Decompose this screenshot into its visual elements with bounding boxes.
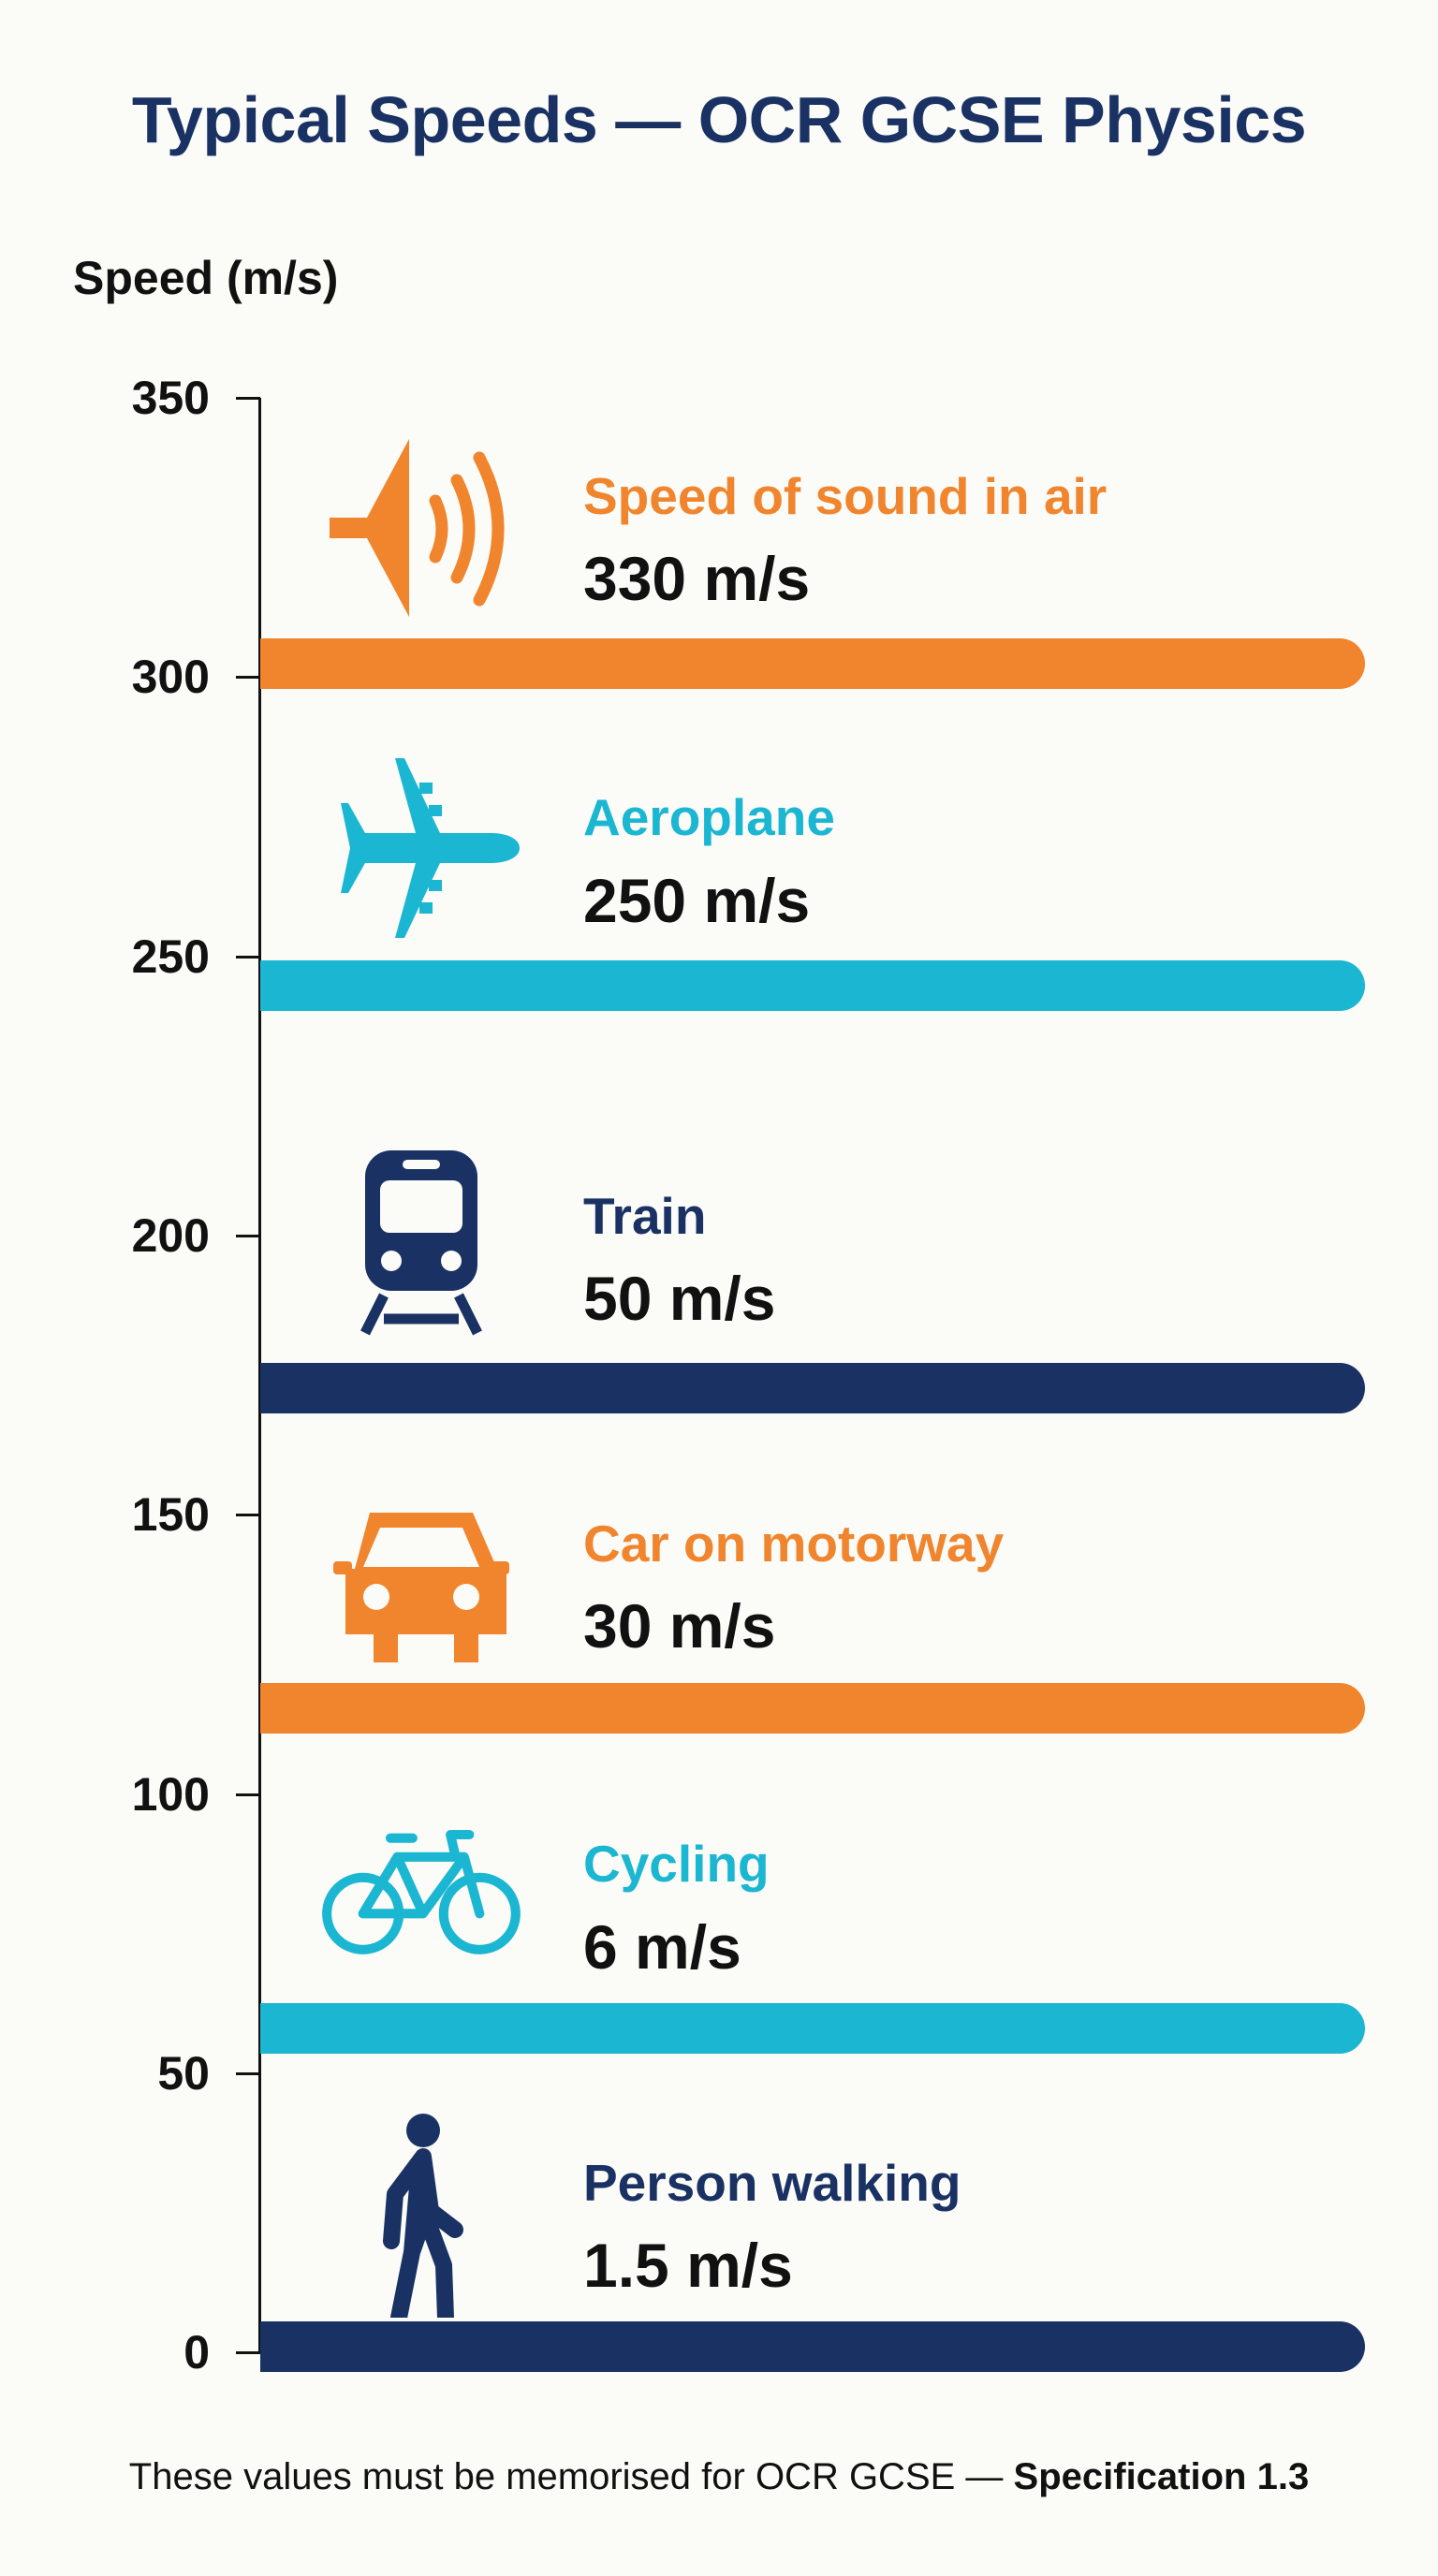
y-tick-label: 200 <box>131 1208 210 1262</box>
category-label: Car on motorway <box>583 1515 1005 1573</box>
bar-aeroplane <box>260 960 1365 1011</box>
y-axis-line <box>258 398 261 2354</box>
y-axis-label: Speed (m/s) <box>73 252 339 304</box>
value-label: 250 m/s <box>583 866 811 935</box>
y-tick-label: 50 <box>157 2046 210 2100</box>
category-label: Train <box>583 1187 707 1245</box>
category-label: Speed of sound in air <box>583 467 1108 525</box>
y-tick-mark <box>236 2351 260 2355</box>
y-tick-label: 350 <box>131 372 210 424</box>
y-tick-label: 300 <box>131 651 210 704</box>
y-tick-mark <box>236 397 260 400</box>
value-label: 50 m/s <box>583 1264 776 1333</box>
bar-person-walking <box>260 2321 1365 2372</box>
y-tick-label: 0 <box>183 2326 210 2379</box>
category-label: Person walking <box>583 2154 961 2212</box>
y-tick-mark <box>236 1793 260 1796</box>
y-tick-label: 150 <box>131 1488 210 1542</box>
aeroplane-icon <box>318 745 524 951</box>
footer-text: These values must be memorised for OCR G… <box>128 2456 1014 2497</box>
y-tick-mark <box>236 2071 260 2075</box>
value-label: 330 m/s <box>583 544 811 613</box>
speaker-icon <box>318 426 524 632</box>
footer-note: These values must be memorised for OCR G… <box>0 2456 1438 2498</box>
bar-train <box>260 1363 1365 1413</box>
bicycle-icon <box>318 1793 524 1999</box>
y-tick-mark <box>236 1234 260 1237</box>
value-label: 6 m/s <box>583 1912 741 1982</box>
value-label: 30 m/s <box>583 1591 776 1661</box>
bar-cycling <box>260 2003 1365 2054</box>
y-tick-mark <box>236 676 260 680</box>
value-label: 1.5 m/s <box>583 2231 793 2300</box>
bar-speed-of-sound-in-air <box>260 638 1365 689</box>
y-tick-mark <box>236 1514 260 1517</box>
page-title: Typical Speeds — OCR GCSE Physics <box>131 83 1307 156</box>
car-icon <box>318 1475 524 1681</box>
category-label: Cycling <box>583 1835 770 1893</box>
train-icon <box>318 1141 524 1347</box>
category-label: Aeroplane <box>583 788 835 846</box>
bar-car-on-motorway <box>260 1683 1365 1734</box>
y-tick-label: 100 <box>131 1767 210 1821</box>
y-tick-label: 250 <box>131 929 210 983</box>
y-tick-mark <box>236 955 260 959</box>
walking-person-icon <box>318 2112 524 2326</box>
footer-spec: Specification 1.3 <box>1013 2456 1310 2497</box>
